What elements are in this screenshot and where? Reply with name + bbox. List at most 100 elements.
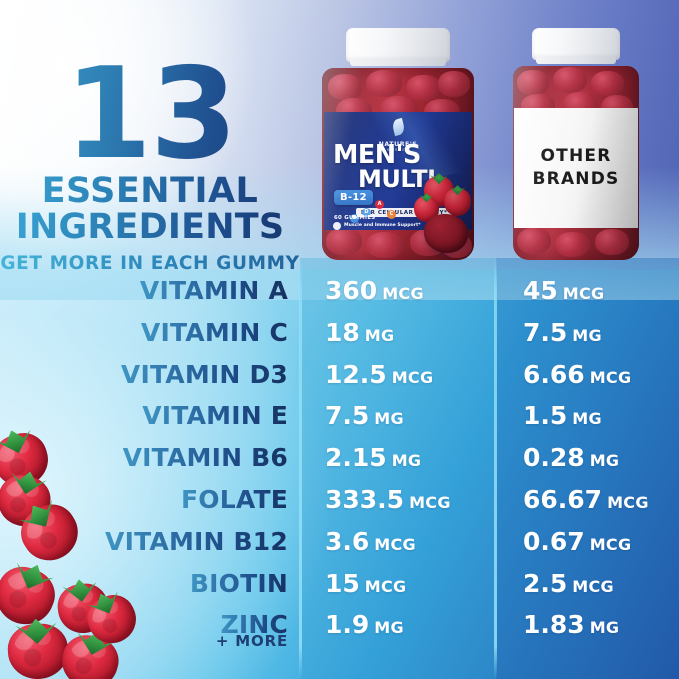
value-unit: MCG	[607, 492, 649, 512]
value-other: 45 MCG	[523, 276, 605, 305]
ingredient-label: FOLATE	[181, 484, 288, 514]
product-label-ours: NATURE'S NUTRITION MEN'S MULTI B-12 FOR …	[324, 112, 472, 230]
value-ours: 2.15 MG	[325, 443, 421, 472]
vitamin-letter-b: B	[350, 214, 359, 223]
comparison-table: VITAMIN A 360 MCG 45 MCG VITAMIN C 18 MG 7.…	[0, 276, 679, 652]
b12-badge: B-12	[334, 190, 373, 205]
value-unit: MG	[572, 409, 602, 429]
ingredient-label: VITAMIN A	[139, 276, 288, 305]
value-unit: MG	[374, 409, 404, 429]
table-row: BIOTIN 15 MCG 2.5 MCG	[0, 569, 679, 611]
ingredient-label: VITAMIN D3	[120, 359, 288, 389]
ingredient-count-number: 13	[0, 51, 300, 177]
value-unit: MG	[589, 451, 620, 471]
value-unit: MCG	[589, 534, 632, 554]
value-number: 7.5	[523, 317, 568, 347]
product-title-line-2: MULTI	[358, 167, 436, 191]
table-row: VITAMIN D3 12.5 MCG 6.66 MCG	[0, 360, 679, 402]
value-number: 0.28	[523, 443, 585, 473]
vitamin-letter-d: D	[362, 208, 371, 217]
value-unit: MCG	[374, 534, 416, 554]
bottle-body-other: OTHER BRANDS	[513, 66, 639, 260]
headline-subtitle: GET MORE IN EACH GUMMY	[0, 252, 300, 274]
table-row: VITAMIN A 360 MCG 45 MCG	[0, 276, 679, 318]
brand-tagline: NUTRITION	[324, 148, 472, 152]
table-row: FOLATE 333.5 MCG 66.67 MCG	[0, 485, 679, 527]
value-number: 0.67	[523, 526, 585, 556]
column-divider-right	[494, 258, 497, 679]
value-number: 3.6	[325, 526, 370, 556]
value-other: 0.28 MG	[523, 443, 619, 472]
value-ours: 7.5 MG	[325, 401, 404, 430]
value-ours: 333.5 MCG	[325, 485, 451, 514]
value-ours: 15 MCG	[325, 569, 407, 598]
value-ours: 12.5 MCG	[325, 360, 433, 389]
value-number: 2.15	[325, 443, 387, 473]
value-other: 1.5 MG	[523, 401, 602, 430]
value-unit: MCG	[572, 576, 614, 596]
value-unit: MCG	[409, 492, 451, 512]
table-row: VITAMIN B12 3.6 MCG 0.67 MCG	[0, 527, 679, 569]
bottle-cap-other	[532, 28, 620, 64]
brand-name: NATURE'S	[324, 141, 472, 148]
value-number: 1.83	[523, 610, 585, 640]
vitamin-letter-c: C	[387, 210, 396, 219]
column-divider-left	[299, 258, 302, 679]
value-number: 1.9	[325, 610, 370, 640]
value-other: 2.5 MCG	[523, 569, 614, 598]
product-bottle-other: OTHER BRANDS	[513, 28, 639, 260]
ingredient-label: VITAMIN E	[142, 401, 288, 431]
bottle-cap-ours	[346, 28, 450, 66]
value-other: 0.67 MCG	[523, 527, 631, 556]
value-other: 1.83 MG	[523, 610, 619, 639]
table-row: VITAMIN E 7.5 MG 1.5 MG	[0, 401, 679, 443]
value-unit: MCG	[391, 367, 434, 387]
value-unit: MG	[572, 325, 602, 345]
value-number: 12.5	[325, 359, 387, 389]
loose-gummy	[424, 214, 468, 253]
value-number: 360	[325, 276, 378, 305]
value-number: 1.5	[523, 401, 568, 431]
table-row: ZINC 1.9 MG 1.83 MG	[0, 610, 679, 652]
headline-line-1: ESSENTIAL	[0, 173, 300, 209]
ingredient-label: VITAMIN B12	[105, 526, 288, 556]
value-number: 6.66	[523, 359, 585, 389]
value-ours: 18 MG	[325, 318, 394, 347]
value-number: 2.5	[523, 568, 568, 598]
brand-logo-ours: NATURE'S NUTRITION	[324, 117, 472, 152]
headline-line-2: INGREDIENTS	[0, 209, 300, 246]
value-number: 7.5	[325, 401, 370, 431]
benefit-text: Muscle and Immune Support*	[344, 223, 421, 229]
shield-icon	[333, 222, 341, 230]
more-ingredients-note: + MORE	[215, 632, 288, 650]
value-number: 66.67	[523, 484, 603, 514]
column-tint-ours	[300, 258, 496, 679]
benefit-item: Muscle and Immune Support*	[333, 222, 421, 230]
value-unit: MCG	[382, 284, 424, 303]
other-title-line-1: OTHER	[541, 145, 612, 168]
product-tagline: FOR CELLULAR ENERGY*	[356, 208, 453, 217]
ingredient-label: VITAMIN C	[140, 317, 288, 347]
column-tint-other	[496, 258, 679, 679]
value-other: 7.5 MG	[523, 318, 602, 347]
ingredient-label: BIOTIN	[189, 568, 288, 598]
headline-block: 13 ESSENTIAL INGREDIENTS GET MORE IN EAC…	[0, 51, 300, 274]
vitamin-letter-a: A	[375, 200, 384, 209]
background-corner-glow	[0, 0, 260, 260]
value-unit: MCG	[589, 367, 632, 387]
value-number: 15	[325, 568, 360, 598]
product-count: 60 GUMMIES	[334, 215, 375, 221]
ingredient-label: ZINC	[220, 610, 288, 640]
bottle-glass-shine-other	[513, 66, 639, 260]
value-number: 45	[523, 276, 558, 305]
value-number: 333.5	[325, 484, 405, 514]
product-label-other: OTHER BRANDS	[514, 108, 638, 228]
value-other: 66.67 MCG	[523, 485, 649, 514]
value-ours: 3.6 MCG	[325, 527, 416, 556]
value-number: 18	[325, 317, 360, 347]
ingredient-label: VITAMIN B6	[122, 443, 288, 473]
value-ours: 360 MCG	[325, 276, 424, 305]
other-title-line-2: BRANDS	[533, 168, 620, 191]
value-unit: MCG	[364, 576, 407, 596]
value-other: 6.66 MCG	[523, 360, 631, 389]
